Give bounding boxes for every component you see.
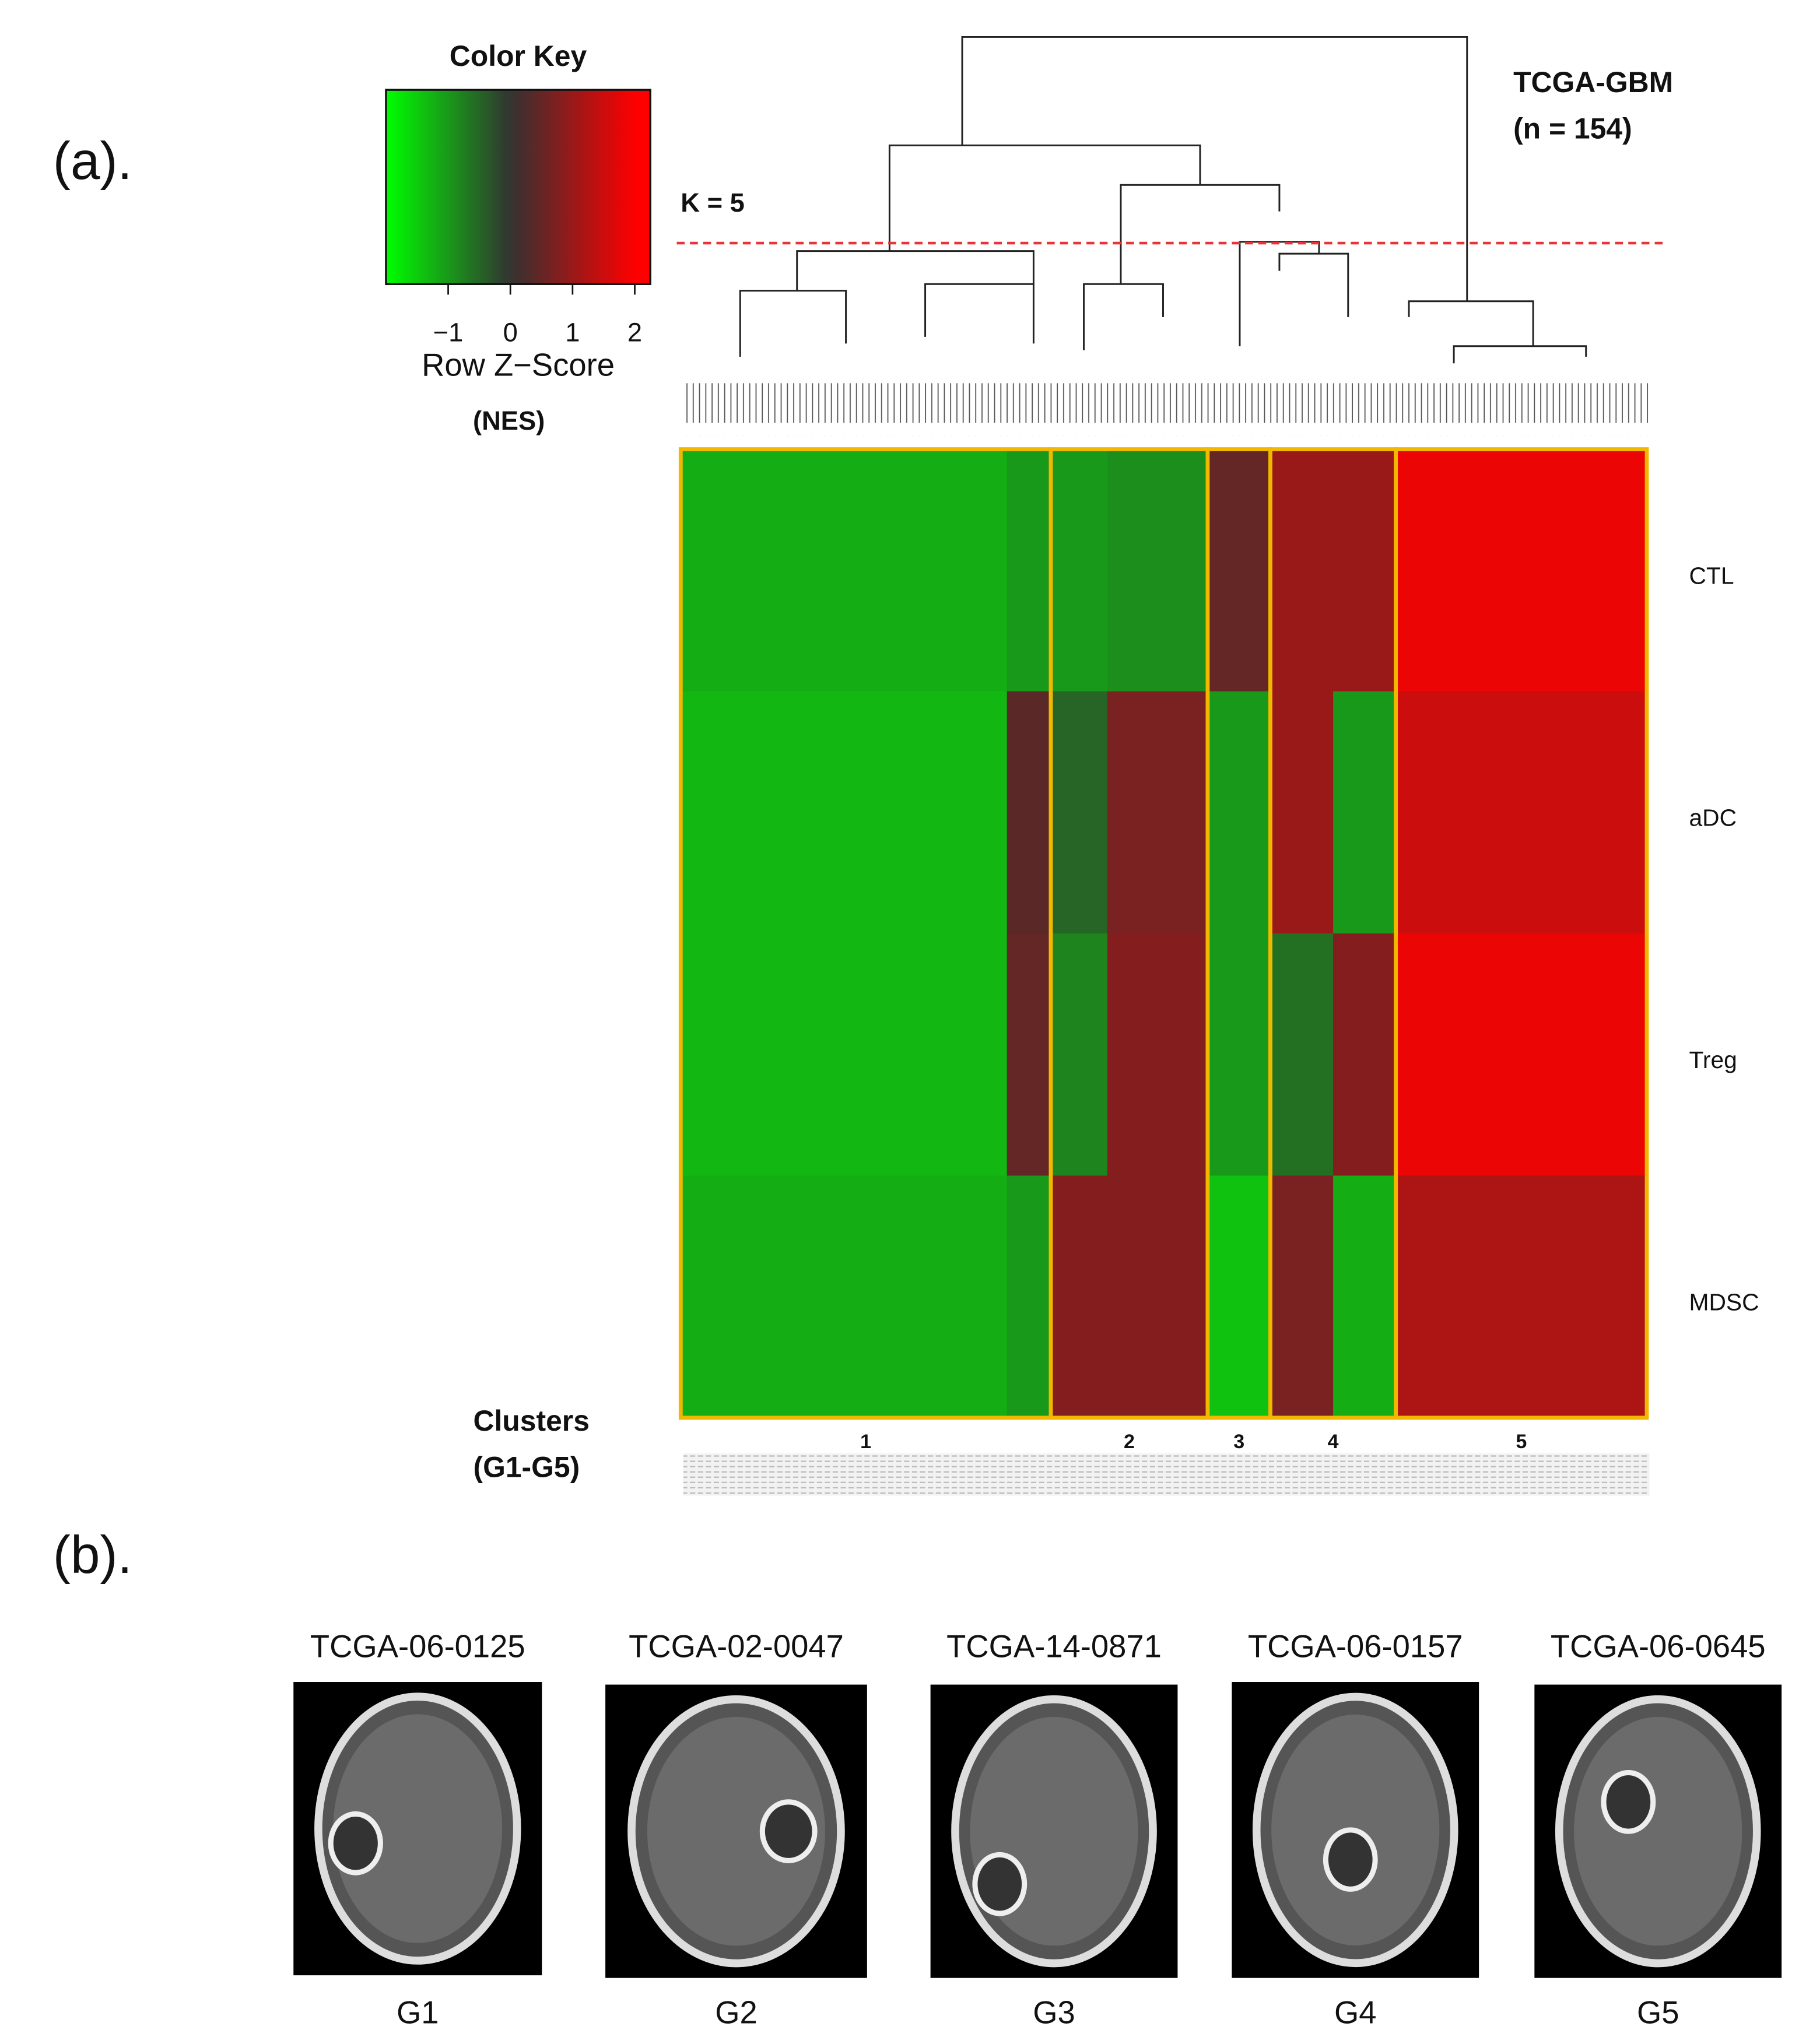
case-id: TCGA-06-0645 (1551, 1629, 1766, 1664)
group-label: G4 (1334, 1995, 1377, 2031)
heat-cell (1007, 1175, 1051, 1418)
heat-cell (1107, 691, 1208, 934)
heat-cell (1333, 1175, 1397, 1418)
sample-labels (683, 1453, 1650, 1496)
heat-cell (1270, 691, 1334, 934)
row-label: Treg (1689, 1046, 1737, 1073)
heat-cell (1007, 933, 1051, 1176)
key-tick-label: 2 (627, 317, 642, 347)
key-title: Color Key (450, 40, 587, 72)
heat-cell (681, 691, 1008, 934)
heat-cell (681, 449, 1008, 692)
key-tick-label: 0 (503, 317, 518, 347)
group-label: G5 (1637, 1995, 1679, 2031)
heat-cell (1395, 449, 1647, 692)
case-id: TCGA-06-0157 (1248, 1629, 1463, 1664)
cluster-title: Clusters (473, 1404, 589, 1437)
case-id: TCGA-14-0871 (946, 1629, 1162, 1664)
heat-cell (1007, 691, 1051, 934)
mri-panel: TCGA-06-0125 G1 TCGA-02-0047 G2 TCGA-14-0871… (293, 1629, 1782, 2031)
heat-cell (1107, 1175, 1208, 1418)
heatmap (678, 447, 1649, 1420)
row-label: aDC (1689, 805, 1737, 831)
row-label: MDSC (1689, 1288, 1759, 1315)
heat-cell (1270, 933, 1334, 1176)
heat-cell (1107, 933, 1208, 1176)
cluster-label: 5 (1516, 1431, 1527, 1453)
cut-label: K = 5 (681, 188, 745, 217)
heat-cell (1050, 1175, 1108, 1418)
dendrogram (739, 36, 1587, 364)
heat-cell (1050, 449, 1108, 692)
cluster-box (1394, 447, 1649, 1420)
heat-cell (681, 1175, 1008, 1418)
group-label: G3 (1033, 1995, 1075, 2031)
heat-cell (1207, 1175, 1271, 1418)
heat-cell (1333, 933, 1397, 1176)
heat-cell (1270, 1175, 1334, 1418)
heat-cell (1007, 449, 1051, 692)
case-id: TCGA-02-0047 (629, 1629, 844, 1664)
chart-subtitle: (n = 154) (1513, 113, 1632, 145)
key-tick-label: −1 (433, 317, 464, 347)
group-label: G1 (397, 1995, 439, 2031)
lesion (1601, 1769, 1656, 1834)
heat-cell (1395, 1175, 1647, 1418)
panel-label: (b). (53, 1526, 132, 1585)
heat-cell (1050, 691, 1108, 934)
cluster-subtitle: (G1-G5) (473, 1451, 580, 1483)
heat-cell (1107, 449, 1208, 692)
heat-cell (1395, 933, 1647, 1176)
cluster-label: 3 (1233, 1431, 1244, 1453)
dendrogram-leaves (685, 383, 1650, 436)
lesion (328, 1811, 383, 1876)
heat-cell (1050, 933, 1108, 1176)
key-label: Row Z−Score (422, 347, 615, 382)
case-id: TCGA-06-0125 (310, 1629, 525, 1664)
panel-label: (a). (53, 132, 132, 191)
cluster-label: 4 (1328, 1431, 1339, 1453)
row-label: CTL (1689, 562, 1734, 589)
heat-cell (1333, 449, 1397, 692)
heat-cell (681, 933, 1008, 1176)
heat-cell (1270, 449, 1334, 692)
key-tick-label: 1 (565, 317, 580, 347)
cluster-label: 2 (1124, 1431, 1135, 1453)
color-key (385, 89, 651, 285)
heat-cell (1395, 691, 1647, 934)
brain (647, 1716, 826, 1946)
group-label: G2 (715, 1995, 758, 2031)
brain (333, 1714, 503, 1943)
brain (1574, 1716, 1742, 1946)
key-unit: (NES) (473, 406, 545, 436)
cluster-label: 1 (860, 1431, 871, 1453)
lesion (972, 1852, 1028, 1916)
heat-cell (1207, 449, 1271, 692)
heat-cell (1207, 933, 1271, 1176)
heat-cell (1333, 691, 1397, 934)
chart-title: TCGA-GBM (1513, 66, 1673, 99)
lesion (1323, 1827, 1378, 1892)
lesion (759, 1799, 818, 1863)
heat-cell (1207, 691, 1271, 934)
